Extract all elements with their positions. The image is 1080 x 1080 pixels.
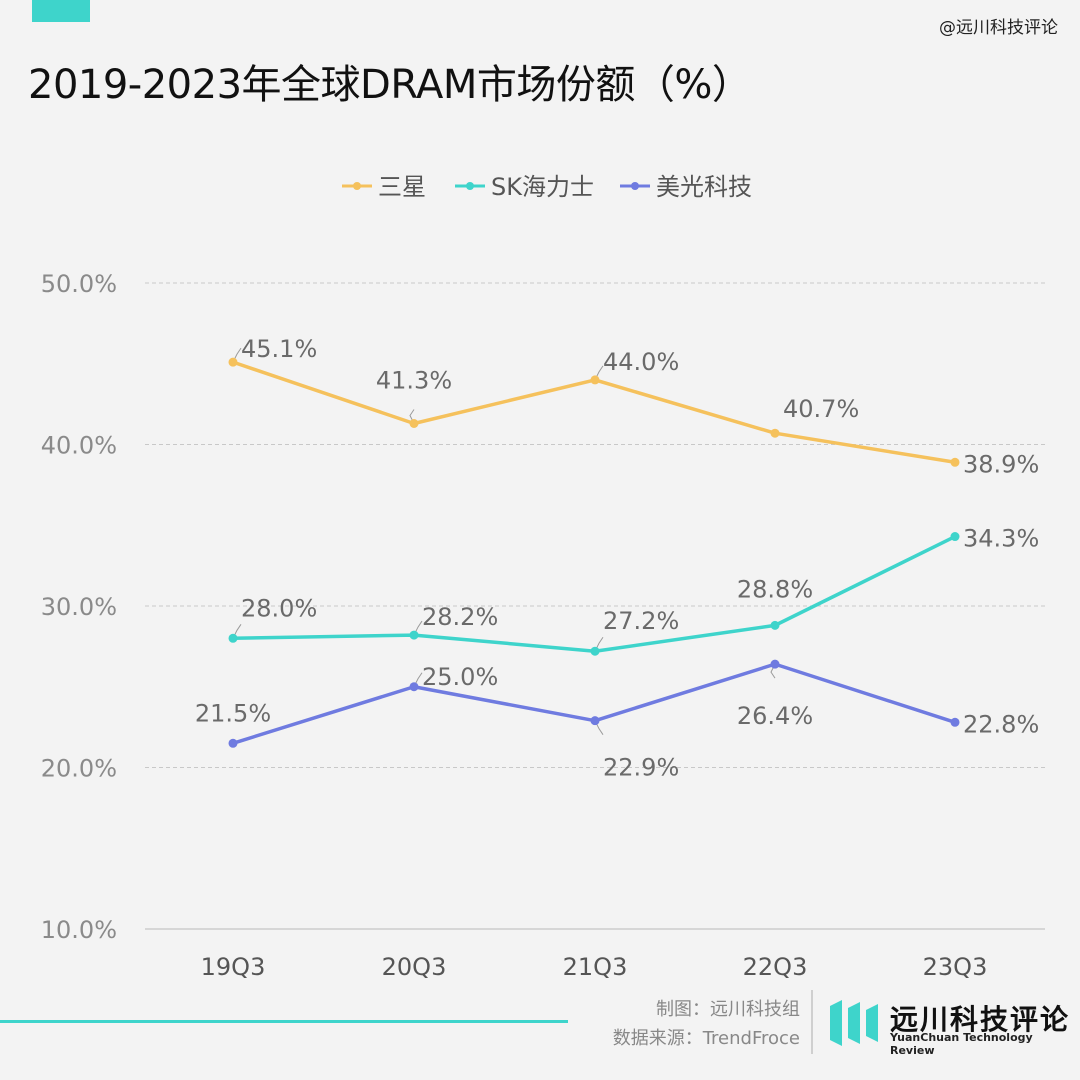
x-tick-label: 19Q3	[201, 953, 266, 981]
data-label: 25.0%	[422, 663, 498, 691]
y-tick-label: 20.0%	[41, 755, 117, 783]
data-label: 28.2%	[422, 603, 498, 631]
line-chart: 10.0% 20.0% 30.0% 40.0% 50.0% 19Q3 20Q3 21Q3 22Q…	[41, 173, 1045, 981]
legend-label: 三星	[378, 173, 426, 201]
bottom-accent-rule	[0, 1020, 568, 1023]
data-label: 40.7%	[783, 395, 859, 423]
watermark: @远川科技评论	[939, 18, 1058, 38]
data-label: 34.3%	[963, 525, 1039, 553]
y-tick-label: 10.0%	[41, 916, 117, 944]
data-label: 26.4%	[737, 702, 813, 730]
data-point	[590, 646, 600, 656]
data-label: 41.3%	[376, 367, 452, 395]
legend-marker	[353, 182, 361, 190]
data-point	[228, 357, 238, 367]
data-point	[950, 457, 960, 467]
data-point	[590, 375, 600, 385]
chart-credit: 制图：远川科技组	[656, 999, 800, 1020]
legend-label: SK海力士	[491, 173, 594, 201]
data-point	[409, 419, 419, 429]
page-title: 2019-2023年全球DRAM市场份额（%）	[28, 62, 752, 108]
x-tick-label: 21Q3	[563, 953, 628, 981]
data-source: 数据来源：TrendFroce	[612, 1028, 800, 1049]
data-label: 38.9%	[963, 450, 1039, 478]
legend-label: 美光科技	[656, 173, 752, 201]
brand-logo-icon	[830, 1000, 878, 1046]
series-line	[232, 662, 956, 745]
data-label: 44.0%	[603, 348, 679, 376]
x-tick-label: 22Q3	[743, 953, 808, 981]
x-tick-label: 23Q3	[923, 953, 988, 981]
data-label: 27.2%	[603, 607, 679, 635]
x-tick-label: 20Q3	[382, 953, 447, 981]
series-line	[232, 534, 956, 653]
data-point	[590, 716, 600, 726]
data-point	[228, 633, 238, 643]
data-point	[770, 428, 780, 438]
data-point	[770, 620, 780, 630]
data-label: 21.5%	[195, 699, 271, 727]
data-label: 22.9%	[603, 754, 679, 782]
footer-divider	[811, 990, 813, 1054]
accent-tab	[32, 0, 90, 22]
data-label: 45.1%	[241, 335, 317, 363]
legend-marker	[466, 182, 474, 190]
data-point	[228, 738, 238, 748]
data-point	[950, 532, 960, 542]
y-tick-label: 50.0%	[41, 270, 117, 298]
data-point	[950, 717, 960, 727]
data-point	[770, 659, 780, 669]
y-tick-label: 40.0%	[41, 432, 117, 460]
legend-marker	[631, 182, 639, 190]
brand-name: 远川科技评论	[890, 1003, 1071, 1036]
data-label: 22.8%	[963, 710, 1039, 738]
data-point	[409, 630, 419, 640]
brand-english-name: YuanChuan Technology Review	[890, 1031, 1033, 1057]
data-point	[409, 682, 419, 692]
data-label: 28.8%	[737, 575, 813, 603]
data-label: 28.0%	[241, 594, 317, 622]
y-tick-label: 30.0%	[41, 593, 117, 621]
